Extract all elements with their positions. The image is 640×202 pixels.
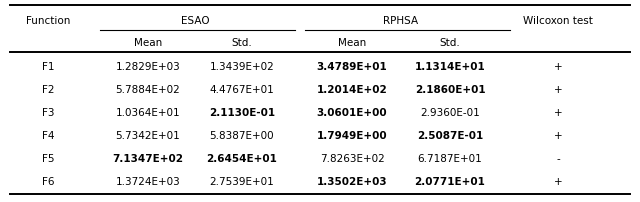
Text: F4: F4: [42, 130, 54, 140]
Text: Mean: Mean: [134, 37, 162, 47]
Text: Mean: Mean: [338, 37, 366, 47]
Text: Function: Function: [26, 16, 70, 26]
Text: 2.0771E+01: 2.0771E+01: [415, 176, 485, 186]
Text: Std.: Std.: [232, 37, 252, 47]
Text: 2.6454E+01: 2.6454E+01: [207, 153, 277, 163]
Text: F5: F5: [42, 153, 54, 163]
Text: -: -: [556, 153, 560, 163]
Text: RPHSA: RPHSA: [383, 16, 419, 26]
Text: Std.: Std.: [440, 37, 460, 47]
Text: F1: F1: [42, 61, 54, 71]
Text: F2: F2: [42, 84, 54, 94]
Text: 3.4789E+01: 3.4789E+01: [317, 61, 387, 71]
Text: +: +: [554, 107, 563, 117]
Text: 1.3439E+02: 1.3439E+02: [210, 61, 275, 71]
Text: 1.7949E+00: 1.7949E+00: [317, 130, 387, 140]
Text: 1.3724E+03: 1.3724E+03: [116, 176, 180, 186]
Text: 2.1860E+01: 2.1860E+01: [415, 84, 485, 94]
Text: +: +: [554, 84, 563, 94]
Text: 2.9360E-01: 2.9360E-01: [420, 107, 480, 117]
Text: 1.2829E+03: 1.2829E+03: [116, 61, 180, 71]
Text: F6: F6: [42, 176, 54, 186]
Text: +: +: [554, 176, 563, 186]
Text: 5.7884E+02: 5.7884E+02: [116, 84, 180, 94]
Text: 4.4767E+01: 4.4767E+01: [210, 84, 275, 94]
Text: 1.1314E+01: 1.1314E+01: [415, 61, 485, 71]
Text: 7.8263E+02: 7.8263E+02: [319, 153, 385, 163]
Text: 7.1347E+02: 7.1347E+02: [113, 153, 184, 163]
Text: Wilcoxon test: Wilcoxon test: [523, 16, 593, 26]
Text: 2.5087E-01: 2.5087E-01: [417, 130, 483, 140]
Text: 1.3502E+03: 1.3502E+03: [317, 176, 387, 186]
Text: ESAO: ESAO: [180, 16, 209, 26]
Text: F3: F3: [42, 107, 54, 117]
Text: 5.8387E+00: 5.8387E+00: [210, 130, 275, 140]
Text: +: +: [554, 130, 563, 140]
Text: 1.2014E+02: 1.2014E+02: [317, 84, 387, 94]
Text: 6.7187E+01: 6.7187E+01: [418, 153, 483, 163]
Text: 1.0364E+01: 1.0364E+01: [116, 107, 180, 117]
Text: +: +: [554, 61, 563, 71]
Text: 2.7539E+01: 2.7539E+01: [210, 176, 275, 186]
Text: 2.1130E-01: 2.1130E-01: [209, 107, 275, 117]
Text: 3.0601E+00: 3.0601E+00: [317, 107, 387, 117]
Text: 5.7342E+01: 5.7342E+01: [116, 130, 180, 140]
